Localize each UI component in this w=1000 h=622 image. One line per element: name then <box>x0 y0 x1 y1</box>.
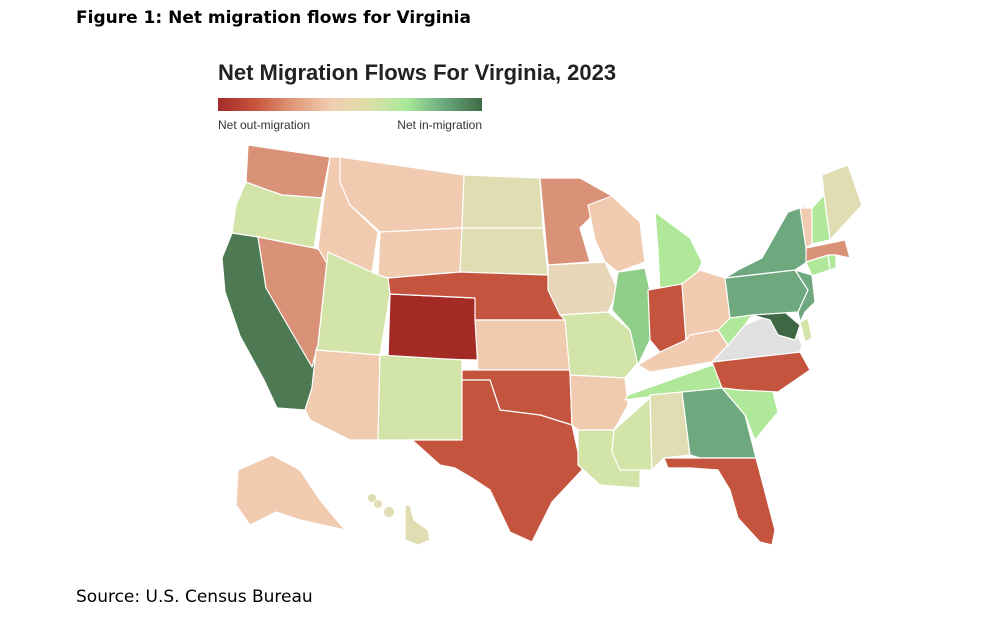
legend-high-label: Net in-migration <box>397 118 482 132</box>
state-az <box>304 349 381 441</box>
state-ny <box>724 205 811 279</box>
state-ms <box>611 397 653 471</box>
state-fl <box>663 457 776 546</box>
state-wi <box>587 195 646 273</box>
state-ri <box>827 254 837 271</box>
state-ks <box>474 319 571 371</box>
state-sd <box>459 227 549 276</box>
state-nj <box>794 269 816 323</box>
state-co <box>387 293 479 361</box>
state-ia <box>547 261 619 316</box>
state-al <box>649 391 691 471</box>
state-mo <box>559 311 641 379</box>
state-tx <box>409 379 583 543</box>
state-ar <box>569 374 629 431</box>
state-il <box>611 267 653 366</box>
state-de <box>799 317 813 343</box>
map-title: Net Migration Flows For Virginia, 2023 <box>218 60 617 85</box>
state-ma <box>805 239 851 263</box>
state-hi-island <box>384 507 394 517</box>
state-ut <box>315 251 391 356</box>
state-me <box>821 164 863 241</box>
color-legend: Net out-migration Net in-migration <box>218 98 482 132</box>
state-pa <box>724 269 809 319</box>
state-in <box>647 283 687 353</box>
state-hi-island <box>368 494 376 502</box>
figure-caption: Figure 1: Net migration flows for Virgin… <box>76 8 471 28</box>
source-note: Source: U.S. Census Bureau <box>76 587 313 607</box>
state-hi <box>404 504 431 546</box>
state-nd <box>461 174 544 229</box>
legend-low-label: Net out-migration <box>218 118 311 132</box>
state-ak <box>235 454 346 531</box>
state-hi-island <box>374 500 382 508</box>
legend-gradient-bar <box>218 98 482 111</box>
state-wy <box>377 227 463 279</box>
state-nm <box>377 354 463 441</box>
